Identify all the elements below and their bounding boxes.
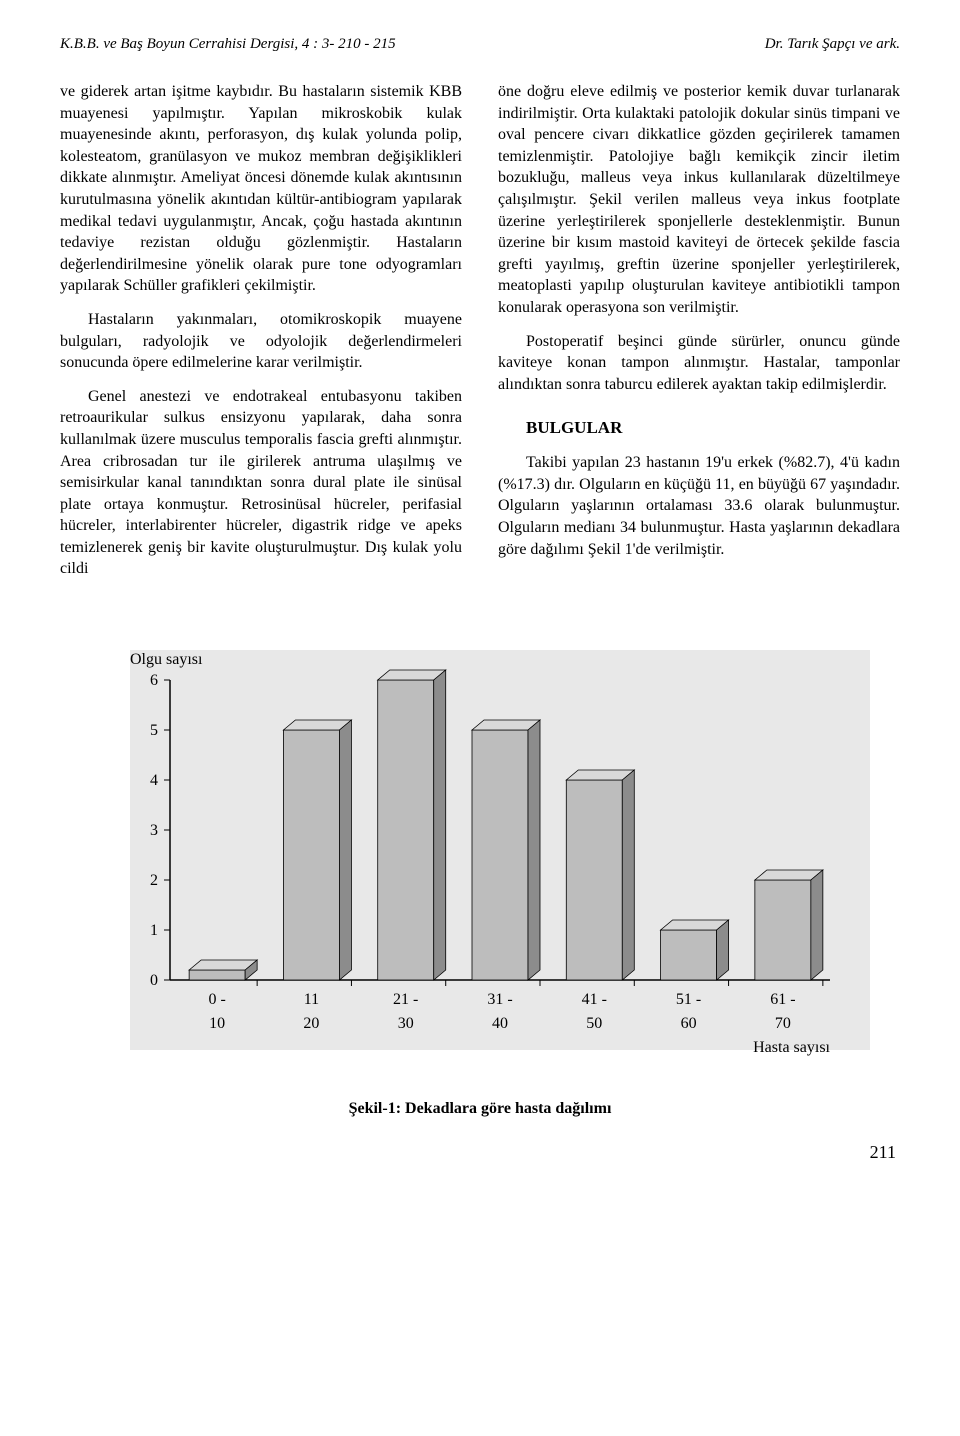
text-columns: ve giderek artan işitme kaybıdır. Bu has… [60, 81, 900, 592]
paragraph: öne doğru eleve edilmiş ve posterior kem… [498, 81, 900, 319]
figure-caption: Şekil-1: Dekadlara göre hasta dağılımı [349, 1100, 612, 1118]
svg-text:4: 4 [150, 772, 158, 789]
page-number: 211 [60, 1142, 900, 1163]
svg-text:31 -: 31 - [487, 991, 512, 1008]
svg-text:51 -: 51 - [676, 991, 701, 1008]
paragraph: Genel anestezi ve endotrakeal entubasyon… [60, 386, 462, 580]
svg-text:2: 2 [150, 872, 158, 889]
svg-text:5: 5 [150, 722, 158, 739]
left-column: ve giderek artan işitme kaybıdır. Bu has… [60, 81, 462, 592]
svg-text:41 -: 41 - [582, 991, 607, 1008]
paragraph: Postoperatif beşinci günde sürürler, onu… [498, 331, 900, 396]
svg-text:11: 11 [304, 991, 319, 1008]
svg-text:Hasta sayısı: Hasta sayısı [753, 1039, 830, 1056]
running-header: K.B.B. ve Baş Boyun Cerrahisi Dergisi, 4… [60, 36, 900, 53]
right-column: öne doğru eleve edilmiş ve posterior kem… [498, 81, 900, 592]
svg-text:50: 50 [586, 1015, 602, 1032]
svg-text:60: 60 [681, 1015, 697, 1032]
svg-text:61 -: 61 - [770, 991, 795, 1008]
figure-1: Olgu sayısı 0 1 2 3 4 5 6 0 - 10 11 20 21 - 30 31 - 40 4… [60, 640, 900, 1118]
svg-text:20: 20 [303, 1015, 319, 1032]
header-left: K.B.B. ve Baş Boyun Cerrahisi Dergisi, 4… [60, 36, 396, 53]
svg-text:Olgu sayısı: Olgu sayısı [130, 651, 203, 668]
page: K.B.B. ve Baş Boyun Cerrahisi Dergisi, 4… [0, 0, 960, 1203]
svg-text:10: 10 [209, 1015, 225, 1032]
header-right: Dr. Tarık Şapçı ve ark. [765, 36, 900, 53]
svg-text:21 -: 21 - [393, 991, 418, 1008]
svg-text:30: 30 [398, 1015, 414, 1032]
section-heading: BULGULAR [526, 417, 900, 440]
paragraph: Takibi yapılan 23 hastanın 19'u erkek (%… [498, 452, 900, 560]
svg-text:3: 3 [150, 822, 158, 839]
svg-text:6: 6 [150, 672, 158, 689]
svg-text:70: 70 [775, 1015, 791, 1032]
paragraph: Hastaların yakınmaları, otomikroskopik m… [60, 309, 462, 374]
bar-chart: Olgu sayısı 0 1 2 3 4 5 6 0 - 10 11 20 21 - 30 31 - 40 4… [90, 640, 870, 1080]
paragraph: ve giderek artan işitme kaybıdır. Bu has… [60, 81, 462, 297]
svg-text:0: 0 [150, 972, 158, 989]
svg-text:1: 1 [150, 922, 158, 939]
svg-text:40: 40 [492, 1015, 508, 1032]
svg-text:0 -: 0 - [208, 991, 225, 1008]
